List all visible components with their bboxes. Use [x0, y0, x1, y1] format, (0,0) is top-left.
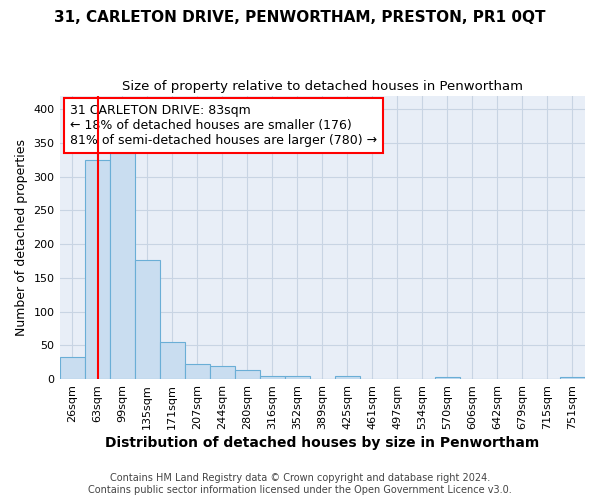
Bar	[59, 358, 85, 379]
Bar	[185, 364, 209, 379]
Text: Contains HM Land Registry data © Crown copyright and database right 2024.
Contai: Contains HM Land Registry data © Crown c…	[88, 474, 512, 495]
Bar	[85, 160, 110, 379]
Title: Size of property relative to detached houses in Penwortham: Size of property relative to detached ho…	[122, 80, 523, 93]
Bar	[134, 260, 160, 379]
Bar	[335, 376, 360, 379]
Y-axis label: Number of detached properties: Number of detached properties	[15, 139, 28, 336]
Bar	[435, 377, 460, 379]
Text: 31, CARLETON DRIVE, PENWORTHAM, PRESTON, PR1 0QT: 31, CARLETON DRIVE, PENWORTHAM, PRESTON,…	[54, 10, 546, 25]
Bar	[110, 153, 134, 379]
Bar	[209, 366, 235, 379]
Bar	[260, 376, 285, 379]
Bar	[160, 342, 185, 379]
Bar	[235, 370, 260, 379]
Bar	[285, 376, 310, 379]
X-axis label: Distribution of detached houses by size in Penwortham: Distribution of detached houses by size …	[105, 436, 539, 450]
Bar	[560, 377, 585, 379]
Text: 31 CARLETON DRIVE: 83sqm
← 18% of detached houses are smaller (176)
81% of semi-: 31 CARLETON DRIVE: 83sqm ← 18% of detach…	[70, 104, 377, 147]
